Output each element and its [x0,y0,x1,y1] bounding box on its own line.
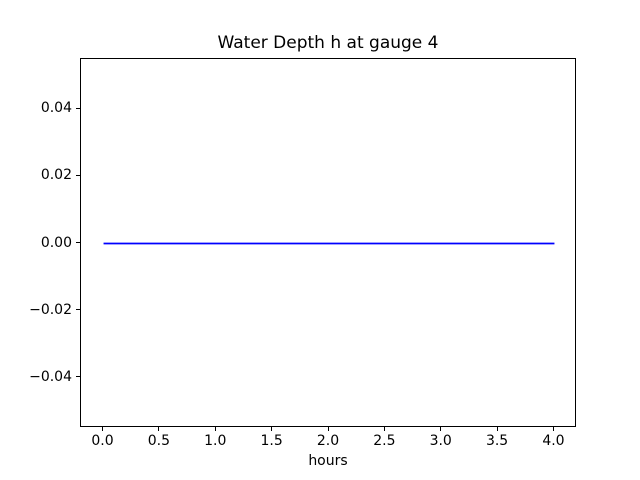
y-tick-label: 0.04 [40,100,72,117]
x-tick-mark [440,427,442,431]
x-axis-label: hours [308,453,348,469]
x-tick-label: 2.5 [373,433,396,449]
x-tick-mark [102,427,104,431]
x-tick-mark [383,427,385,431]
y-tick-mark [76,309,80,311]
x-tick-mark [552,427,554,431]
x-tick-mark [158,427,160,431]
x-tick-label: 3.5 [485,433,509,449]
x-tick-mark [327,427,329,431]
y-tick-mark [76,242,80,243]
x-tick-label: 0.5 [147,433,171,449]
x-tick-label: 4.0 [542,433,565,449]
x-tick-label: 2.0 [316,433,340,449]
x-tick-mark [271,427,273,431]
y-tick-label: −0.04 [29,368,72,385]
y-tick-label: 0.00 [40,234,72,251]
chart-title: Water Depth h at gauge 4 [217,33,439,53]
x-tick-label: 0.0 [91,433,114,449]
y-tick-mark [76,376,80,378]
y-tick-label: 0.02 [40,167,72,184]
y-tick-mark [76,107,80,109]
plot-area [80,58,576,427]
plot-canvas [103,242,555,245]
x-tick-label: 1.5 [260,433,283,449]
x-tick-label: 3.0 [429,433,452,449]
y-tick-label: −0.02 [29,301,72,318]
x-tick-mark [214,427,216,431]
x-tick-label: 1.0 [204,433,227,449]
y-tick-mark [76,174,80,176]
x-tick-mark [496,427,498,431]
